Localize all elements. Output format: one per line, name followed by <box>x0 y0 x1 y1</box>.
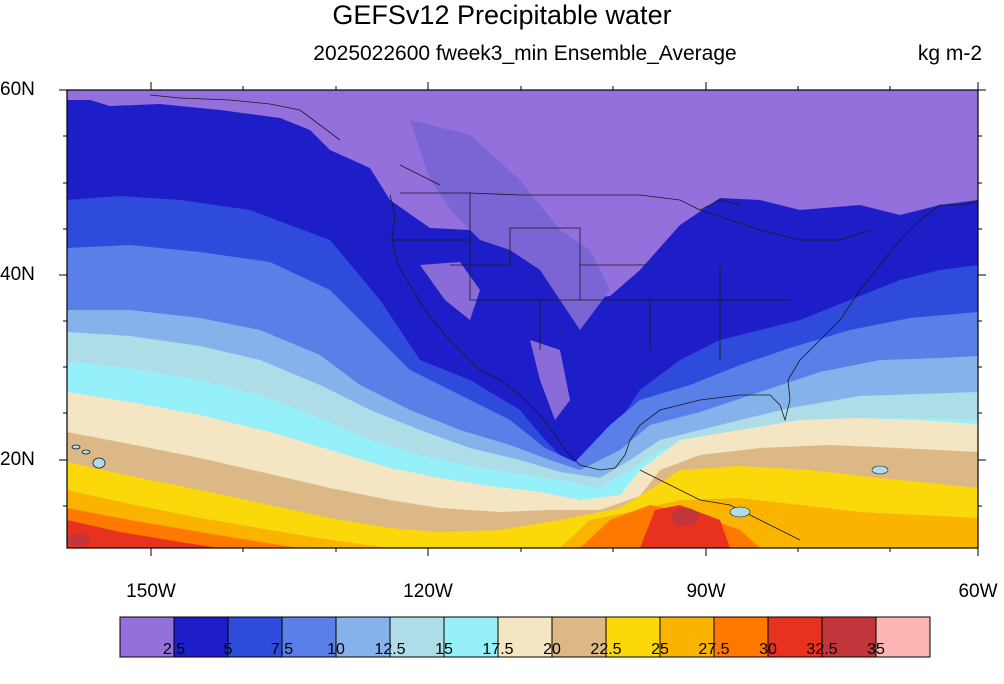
colorbar-box <box>767 616 823 658</box>
colorbar-label: 17.5 <box>482 641 514 658</box>
island-feature <box>871 465 889 475</box>
colorbar-box <box>713 616 769 658</box>
contour-band-2.5-sw <box>530 340 570 420</box>
map-title: GEFSv12 Precipitable water <box>332 0 672 30</box>
lon-label-90w: 90W <box>686 581 726 602</box>
colorbar-label: 30 <box>759 641 777 658</box>
colorbar-label: 2.5 <box>162 641 186 658</box>
contour-band-32.5-east <box>640 505 730 548</box>
lon-label-120w: 120W <box>403 581 453 602</box>
colorbar-label: 12.5 <box>374 641 406 658</box>
colorbar-box <box>227 616 283 658</box>
colorbar-box <box>551 616 607 658</box>
contour-band-2.5-west <box>420 262 480 320</box>
colorbar-label: 25 <box>651 641 669 658</box>
colorbar-boxes <box>119 616 931 658</box>
colorbar-label: 15 <box>435 641 453 658</box>
colorbar-box <box>389 616 445 658</box>
plot-frame <box>66 89 979 549</box>
colorbar-label: 10 <box>327 641 345 658</box>
colorbar-box <box>281 616 337 658</box>
colorbar-label: 5 <box>223 641 233 658</box>
colorbar-label: 32.5 <box>806 641 838 658</box>
colorbar-box <box>659 616 715 658</box>
colorbar-label: 35 <box>867 641 885 658</box>
map-subtitle: 2025022600 fweek3_min Ensemble_Average <box>313 42 737 65</box>
colorbar-label: 7.5 <box>270 641 294 658</box>
lat-label-20n: 20N <box>0 449 35 470</box>
axis-ticks <box>59 82 986 556</box>
colorbar-box <box>821 616 877 658</box>
hawaii-islands <box>71 444 106 469</box>
lon-label-60w: 60W <box>958 581 998 602</box>
contour-band-35-west <box>67 534 90 546</box>
colorbar-box <box>605 616 661 658</box>
contour-field <box>67 90 978 548</box>
colorbar-label: 22.5 <box>590 641 622 658</box>
contour-band-32.5 <box>67 520 220 548</box>
colorbar-label: 27.5 <box>698 641 730 658</box>
colorbar-label: 20 <box>543 641 561 658</box>
island-feature <box>729 506 751 518</box>
colorbar-box <box>173 616 229 658</box>
contour-band-35 <box>671 508 699 526</box>
contour-band-2.5-interior <box>410 120 610 330</box>
lat-label-60n: 60N <box>0 79 35 100</box>
lat-label-40n: 40N <box>0 264 35 285</box>
lon-label-150w: 150W <box>126 581 176 602</box>
coastlines-and-borders <box>149 94 978 541</box>
colorbar-box <box>875 616 931 658</box>
units-label: kg m-2 <box>917 42 982 65</box>
